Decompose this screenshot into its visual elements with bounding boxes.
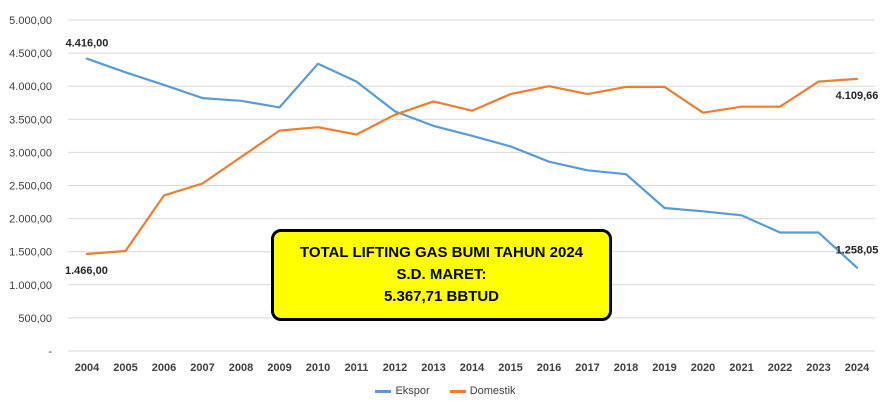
x-tick-label: 2010: [306, 362, 330, 374]
x-tick-label: 2005: [113, 362, 137, 374]
y-tick-label: 4.500,00: [9, 48, 52, 60]
y-tick-label: 1.000,00: [9, 280, 52, 292]
data-label: 4.109,66: [836, 90, 879, 102]
y-tick-label: 2.000,00: [9, 214, 52, 226]
legend-label-domestik: Domestik: [469, 385, 516, 397]
annotation-line-3: 5.367,71 BBTUD: [383, 288, 500, 305]
x-tick-label: 2008: [229, 362, 253, 374]
x-tick-label: 2021: [729, 362, 753, 374]
x-tick-label: 2014: [460, 362, 485, 374]
y-tick-label: 2.500,00: [9, 181, 52, 193]
annotation-line-1: TOTAL LIFTING GAS BUMI TAHUN 2024: [299, 244, 584, 261]
x-tick-label: 2006: [152, 362, 176, 374]
y-tick-label: 1.500,00: [9, 247, 52, 259]
x-tick-label: 2012: [383, 362, 407, 374]
annotation-line-2: S.D. MARET:: [396, 266, 487, 283]
data-label: 1.466,00: [65, 265, 108, 277]
x-tick-label: 2004: [75, 362, 100, 374]
x-tick-label: 2016: [537, 362, 561, 374]
legend-item-domestik: Domestik: [449, 385, 516, 397]
data-label: 4.416,00: [66, 38, 109, 50]
x-tick-label: 2024: [845, 362, 870, 374]
legend-item-ekspor: Ekspor: [375, 385, 430, 397]
y-tick-label: 500,00: [18, 313, 52, 325]
x-tick-label: 2009: [267, 362, 291, 374]
x-tick-label: 2007: [190, 362, 214, 374]
x-tick-label: 2020: [691, 362, 715, 374]
annotation-box: TOTAL LIFTING GAS BUMI TAHUN 2024 S.D. M…: [271, 229, 612, 321]
y-tick-label: -: [48, 346, 52, 358]
y-tick-label: 3.000,00: [9, 147, 52, 159]
legend-label-ekspor: Ekspor: [395, 385, 430, 397]
series-line-ekspor: [85, 57, 859, 269]
x-tick-label: 2023: [806, 362, 830, 374]
data-label: 1.258,05: [836, 245, 879, 257]
x-tick-label: 2019: [652, 362, 676, 374]
y-tick-label: 5.000,00: [9, 15, 52, 27]
legend: Ekspor Domestik: [0, 383, 891, 399]
x-tick-label: 2015: [498, 362, 522, 374]
legend-swatch-ekspor: [375, 389, 392, 393]
x-tick-label: 2017: [575, 362, 599, 374]
y-tick-label: 4.000,00: [9, 81, 52, 93]
x-tick-label: 2018: [614, 362, 638, 374]
x-tick-label: 2013: [421, 362, 445, 374]
x-tick-label: 2022: [768, 362, 792, 374]
series-line-domestik: [85, 77, 859, 256]
x-tick-label: 2011: [345, 362, 369, 374]
y-tick-label: 3.500,00: [9, 114, 52, 126]
legend-swatch-domestik: [449, 389, 466, 393]
